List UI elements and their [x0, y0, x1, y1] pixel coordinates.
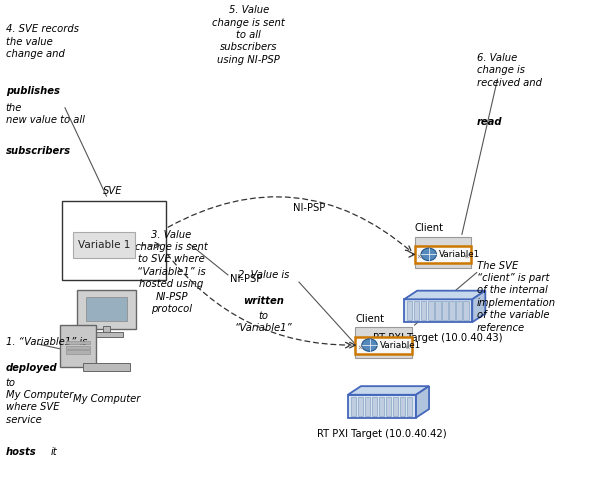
- Circle shape: [362, 339, 377, 351]
- Bar: [103, 326, 110, 333]
- Text: to
My Computer
where SVE
service: to My Computer where SVE service: [6, 378, 73, 425]
- Bar: [386, 397, 391, 416]
- Text: My Computer: My Computer: [73, 394, 140, 404]
- FancyBboxPatch shape: [83, 363, 130, 371]
- Text: 6. Value
change is
received and: 6. Value change is received and: [477, 53, 542, 100]
- Text: 2. Value is: 2. Value is: [238, 270, 289, 293]
- Text: The SVE
“client” is part
of the internal
implementation
of the variable
referenc: The SVE “client” is part of the internal…: [477, 261, 556, 333]
- Polygon shape: [416, 386, 429, 418]
- Text: 5. Value
change is sent
to all
subscribers
using NI-PSP: 5. Value change is sent to all subscribe…: [212, 5, 285, 65]
- Bar: [449, 301, 454, 320]
- Bar: [407, 397, 413, 416]
- Bar: [463, 301, 469, 320]
- Text: it: it: [50, 447, 57, 457]
- Bar: [400, 397, 405, 416]
- Bar: [90, 332, 123, 337]
- Bar: [62, 201, 166, 280]
- Bar: [66, 345, 90, 349]
- Text: to
“Variable1”: to “Variable1”: [234, 311, 292, 333]
- Bar: [86, 298, 127, 321]
- Bar: [372, 397, 377, 416]
- Text: subscribers: subscribers: [6, 146, 71, 156]
- Bar: [351, 397, 356, 416]
- Bar: [421, 301, 426, 320]
- Text: deployed: deployed: [6, 363, 57, 373]
- FancyBboxPatch shape: [414, 246, 471, 263]
- Text: Client: Client: [414, 223, 444, 233]
- Text: »: »: [357, 343, 362, 352]
- Bar: [66, 341, 90, 344]
- Bar: [414, 301, 419, 320]
- FancyBboxPatch shape: [77, 290, 136, 329]
- Bar: [365, 397, 370, 416]
- Text: the
new value to all: the new value to all: [6, 103, 84, 138]
- Bar: [407, 301, 413, 320]
- Text: written: written: [243, 297, 284, 306]
- Polygon shape: [348, 386, 429, 395]
- Bar: [393, 397, 398, 416]
- Text: »: »: [416, 253, 422, 262]
- Bar: [428, 301, 434, 320]
- Text: SVE: SVE: [103, 186, 122, 196]
- Text: read: read: [477, 117, 502, 128]
- FancyBboxPatch shape: [355, 337, 411, 354]
- Text: NI-PSP: NI-PSP: [230, 274, 262, 284]
- Bar: [379, 397, 385, 416]
- Text: 1. “Variable1” is: 1. “Variable1” is: [6, 337, 87, 359]
- Text: 3. Value
change is sent
to SVE where
“Variable1” is
hosted using
NI-PSP
protocol: 3. Value change is sent to SVE where “Va…: [135, 229, 208, 314]
- Text: «: «: [404, 343, 410, 352]
- Circle shape: [421, 248, 437, 261]
- FancyBboxPatch shape: [355, 327, 411, 358]
- Text: RT PXI Target (10.0.40.42): RT PXI Target (10.0.40.42): [317, 428, 447, 439]
- Bar: [443, 301, 448, 320]
- Text: Variable 1: Variable 1: [78, 240, 130, 250]
- FancyBboxPatch shape: [73, 232, 135, 258]
- Text: «: «: [463, 253, 469, 262]
- Bar: [66, 350, 90, 354]
- Text: publishes: publishes: [6, 86, 60, 96]
- Polygon shape: [472, 291, 486, 322]
- Text: 4. SVE records
the value
change and: 4. SVE records the value change and: [6, 24, 79, 71]
- Text: Variable1: Variable1: [439, 250, 480, 259]
- Bar: [348, 395, 416, 418]
- Polygon shape: [404, 291, 486, 299]
- Bar: [435, 301, 441, 320]
- Text: Client: Client: [355, 313, 385, 324]
- Text: hosts: hosts: [6, 447, 36, 457]
- Text: RT PXI Target (10.0.40.43): RT PXI Target (10.0.40.43): [374, 333, 503, 343]
- Bar: [456, 301, 462, 320]
- FancyBboxPatch shape: [414, 237, 471, 268]
- Bar: [358, 397, 363, 416]
- Text: Variable1: Variable1: [380, 341, 421, 350]
- Bar: [404, 299, 472, 322]
- Text: NI-PSP: NI-PSP: [293, 203, 325, 213]
- FancyBboxPatch shape: [60, 325, 96, 367]
